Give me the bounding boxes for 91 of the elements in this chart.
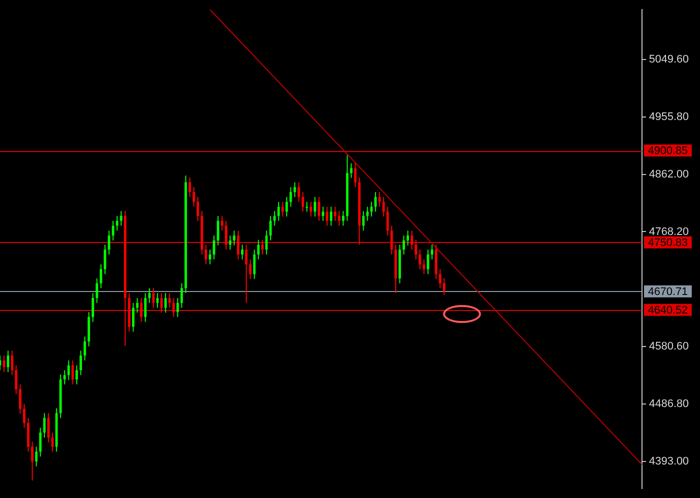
candlestick xyxy=(112,220,114,241)
candlestick xyxy=(350,162,352,178)
candlestick xyxy=(92,292,94,322)
candlestick xyxy=(14,364,18,395)
candlestick xyxy=(442,278,446,296)
candlestick xyxy=(302,192,304,212)
candlestick xyxy=(31,441,34,481)
candlestick xyxy=(116,215,118,232)
candlestick xyxy=(172,297,175,318)
ref-line-label: 4750.83 xyxy=(648,236,688,249)
candlestick xyxy=(277,201,280,222)
candlestick xyxy=(366,206,369,222)
candlestick xyxy=(382,196,385,218)
y-tick-label: 4486.80 xyxy=(649,398,689,410)
candlestick xyxy=(10,350,14,376)
candlestick xyxy=(298,182,300,202)
candlestick xyxy=(204,244,208,265)
candlestick xyxy=(334,206,336,222)
candlestick xyxy=(6,350,10,373)
ref-line-label: 4670.71 xyxy=(648,286,688,298)
candlestick xyxy=(39,427,42,458)
candlestick xyxy=(390,225,393,256)
candlestick xyxy=(18,384,22,414)
candlestick xyxy=(224,220,228,250)
candlestick xyxy=(306,201,308,212)
y-tick-label: 4580.60 xyxy=(649,340,689,353)
candlestick xyxy=(23,403,26,428)
y-tick-label: 5049.60 xyxy=(649,53,689,66)
candlestick xyxy=(281,201,284,218)
candlestick xyxy=(148,288,151,304)
candlestick xyxy=(140,297,143,322)
candlestick xyxy=(354,162,357,188)
candlestick xyxy=(253,249,256,280)
candlestick xyxy=(43,412,46,438)
candlestick xyxy=(330,206,332,226)
candlestick xyxy=(410,230,414,250)
candlestick xyxy=(168,292,171,308)
candlestick xyxy=(35,446,38,467)
candlestick xyxy=(96,278,98,304)
candlestick xyxy=(196,196,200,222)
candlestick xyxy=(84,336,86,361)
candlestick xyxy=(414,239,418,260)
y-tick-label: 4862.00 xyxy=(649,168,689,180)
candlestick xyxy=(310,201,312,218)
candlestick xyxy=(136,297,138,314)
candlestick xyxy=(245,244,248,304)
candlestick xyxy=(241,244,244,260)
candlestick xyxy=(180,282,183,308)
ref-line-label: 4900.85 xyxy=(648,145,688,158)
candlestick xyxy=(228,235,232,250)
candlestick xyxy=(67,360,70,381)
candlestick xyxy=(290,186,292,208)
candlestick xyxy=(232,230,236,246)
candlestick xyxy=(362,210,365,232)
candlestick xyxy=(342,210,344,226)
candlestick xyxy=(176,297,179,318)
candlestick xyxy=(294,182,296,198)
candlestick xyxy=(257,239,260,260)
candlestick xyxy=(100,264,102,289)
candlestick xyxy=(80,350,82,376)
candlestick xyxy=(144,292,147,322)
candlestick xyxy=(63,370,66,385)
candlestick xyxy=(273,210,276,226)
candlestick xyxy=(76,364,78,385)
candlestick xyxy=(120,210,122,226)
candlestick xyxy=(152,288,155,308)
candlestick xyxy=(406,230,410,246)
candlestick xyxy=(418,249,422,270)
y-tick-label: 4955.80 xyxy=(649,110,689,123)
candlestick xyxy=(47,412,50,443)
candlestick xyxy=(27,417,30,452)
y-tick-label: 4768.20 xyxy=(649,226,689,238)
candlestick xyxy=(402,235,405,256)
candlestick xyxy=(220,215,224,232)
candlestick xyxy=(71,360,74,385)
candlestick xyxy=(164,292,167,314)
candlestick xyxy=(285,196,288,218)
candlestick xyxy=(438,268,442,289)
candlestick xyxy=(326,206,328,226)
ref-line-label: 4640.52 xyxy=(648,304,688,316)
candlestick xyxy=(314,196,316,218)
candlestick xyxy=(237,230,240,260)
candlestick xyxy=(386,206,389,236)
candlestick xyxy=(249,258,252,280)
candlestick xyxy=(338,210,340,226)
candlestick xyxy=(192,186,196,208)
y-tick-label: 4393.00 xyxy=(649,455,689,468)
candlestick xyxy=(378,192,381,208)
candlestick xyxy=(188,176,191,198)
candlestick xyxy=(261,239,264,256)
candlestick xyxy=(132,302,134,332)
